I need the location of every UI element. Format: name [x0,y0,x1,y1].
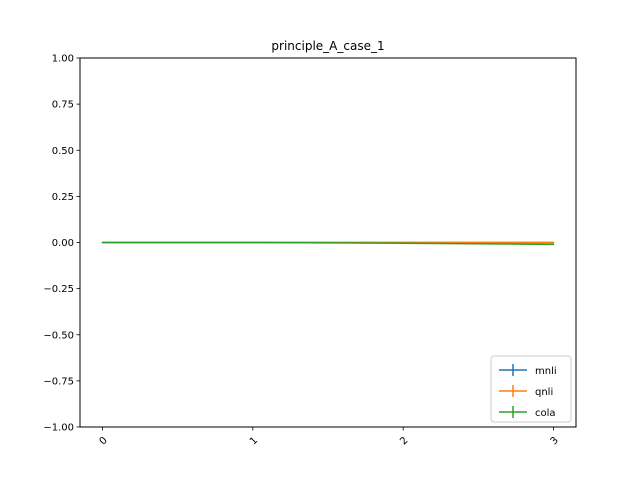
legend-label-qnli: qnli [535,387,553,398]
y-tick-label: −0.75 [43,376,74,387]
y-tick-label: 0.00 [52,238,74,249]
y-axis-ticks: 1.00 0.75 0.50 0.25 0.00 −0.25 −0.50 −0.75 −1.00 [43,54,80,434]
y-tick-label: 0.25 [52,192,74,203]
legend-box [490,355,572,423]
data-point-cola [402,242,404,245]
plot-area-frame [79,57,577,428]
data-point-cola [252,241,254,244]
series-line-cola [102,241,554,246]
y-tick-label: 0.50 [52,146,74,157]
legend-label-cola: cola [535,408,556,419]
data-point-cola [552,243,555,246]
legend: mnli qnli cola [490,355,572,423]
y-tick-label: −0.25 [43,284,74,295]
y-tick-label: −1.00 [43,423,74,434]
chart-title: principle_A_case_1 [271,39,384,53]
y-tick-label: 1.00 [52,54,74,65]
data-point-cola [101,241,104,244]
legend-label-mnli: mnli [535,366,557,377]
y-tick-label: −0.50 [43,330,74,341]
y-tick-label: 0.75 [52,100,74,111]
data-point-qnli [552,241,555,244]
series-layer [101,241,555,246]
